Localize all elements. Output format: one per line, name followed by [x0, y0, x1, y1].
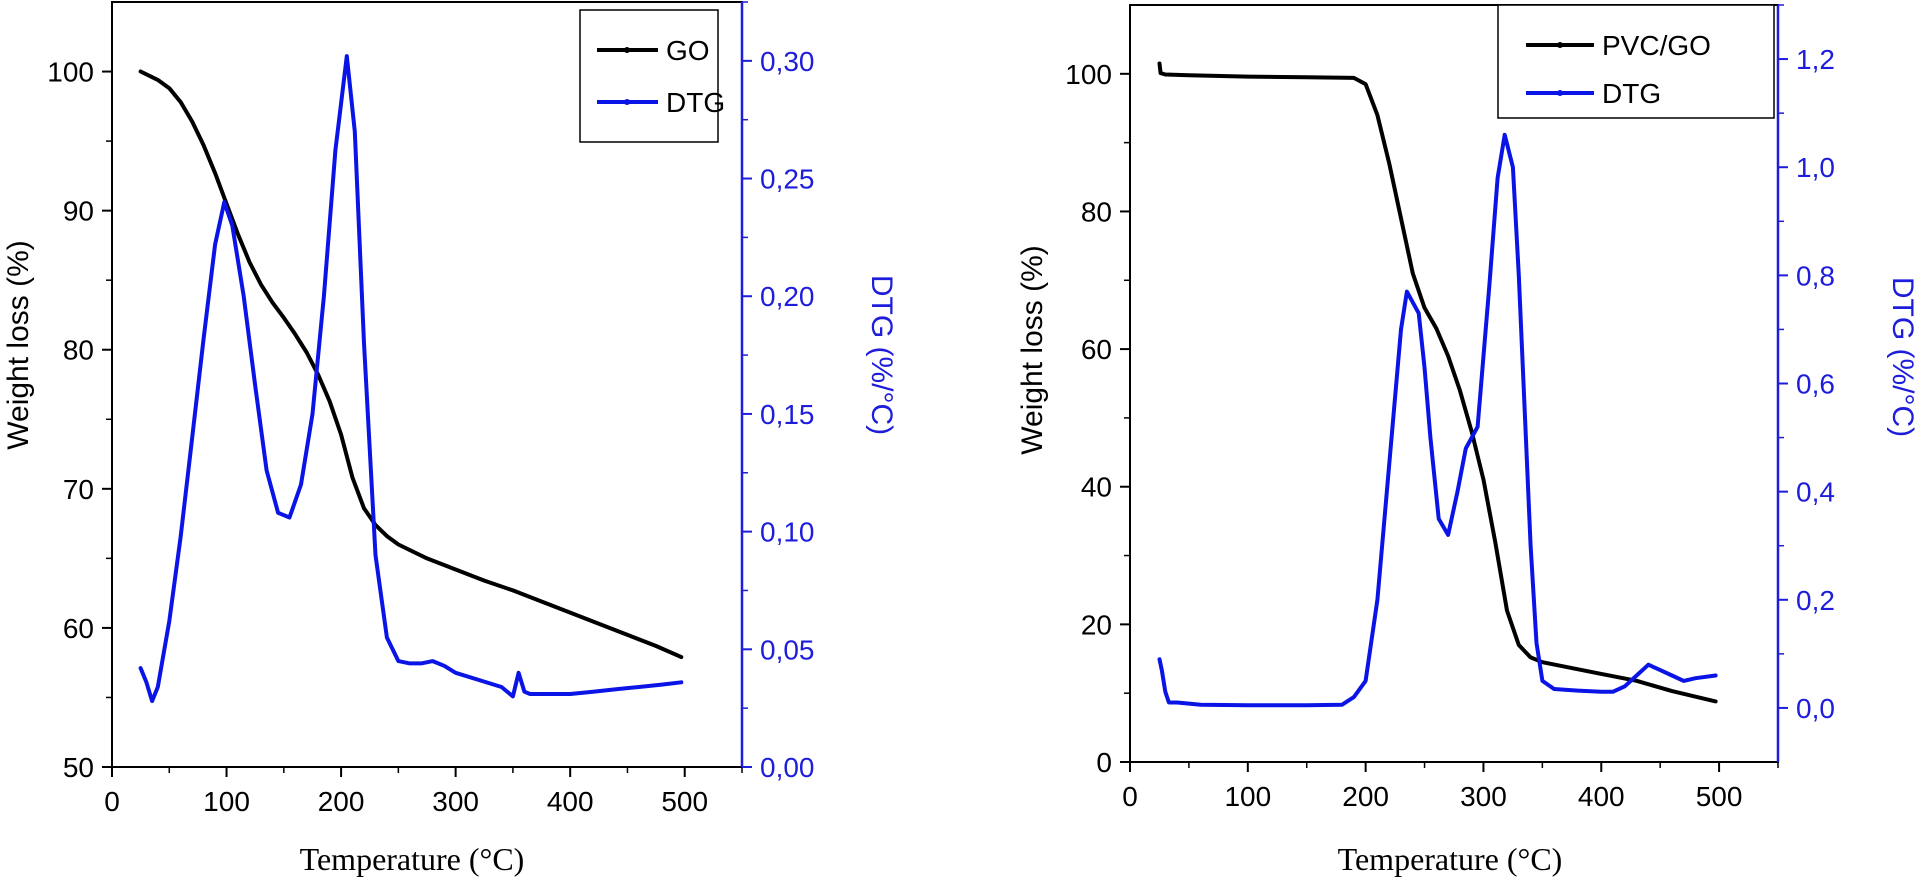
- x-tick-label: 300: [432, 786, 479, 817]
- y-tick-label: 90: [63, 196, 94, 227]
- legend-marker-pvc-go: [1557, 42, 1563, 48]
- series-line-dtg: [138, 54, 684, 704]
- x-tick-label: 400: [547, 786, 594, 817]
- y-tick-label: 70: [63, 474, 94, 505]
- x-tick-label: 500: [661, 786, 708, 817]
- x-tick-label: 0: [104, 786, 120, 817]
- x-tick-label: 0: [1122, 781, 1138, 812]
- y-tick-label: 40: [1081, 472, 1112, 503]
- y-tick-label: 80: [63, 335, 94, 366]
- y2-tick-label: 0,2: [1796, 585, 1835, 616]
- chart-pvc-go: 0 100 200 300 400 500 0 20 40 60 80 100 0,0 0,2 0,4 0…: [1016, 4, 1919, 877]
- legend: GO DTG: [579, 9, 725, 143]
- y-tick-label: 100: [1065, 59, 1112, 90]
- y2-tick-label: 1,2: [1796, 44, 1835, 75]
- x-tick-label: 200: [1342, 781, 1389, 812]
- y2-tick-label: 0,00: [760, 752, 815, 783]
- y2-tick-label: 0,25: [760, 164, 815, 195]
- y2-axis-title: DTG (%/°C): [1886, 277, 1919, 437]
- y2-tick-label: 0,10: [760, 517, 815, 548]
- x-tick-label: 300: [1460, 781, 1507, 812]
- series-line-go: [138, 69, 684, 660]
- y-tick-label: 80: [1081, 196, 1112, 227]
- y2-tick-label: 0,20: [760, 281, 815, 312]
- y2-tick-label: 0,30: [760, 46, 815, 77]
- y-axis-title: Weight loss (%): [2, 240, 35, 450]
- legend-marker-go: [624, 47, 630, 53]
- legend-marker-dtg: [1557, 90, 1563, 96]
- y-tick-label: 60: [1081, 334, 1112, 365]
- y2-tick-label: 0,05: [760, 634, 815, 665]
- legend-label-dtg: DTG: [666, 87, 725, 118]
- y-tick-label: 100: [47, 57, 94, 88]
- legend-box: [1497, 4, 1775, 119]
- y-tick-label: 50: [63, 752, 94, 783]
- x-tick-label: 200: [318, 786, 365, 817]
- y2-tick-label: 0,4: [1796, 477, 1835, 508]
- y2-tick-label: 1,0: [1796, 152, 1835, 183]
- legend-box: [579, 9, 719, 143]
- x-tick-label: 500: [1696, 781, 1743, 812]
- x-tick-label: 100: [203, 786, 250, 817]
- y2-axis-title: DTG (%/°C): [865, 275, 898, 435]
- y-tick-label: 60: [63, 613, 94, 644]
- y2-tick-label: 0,8: [1796, 260, 1835, 291]
- legend-label-dtg: DTG: [1602, 78, 1661, 109]
- y2-tick-label: 0,6: [1796, 369, 1835, 400]
- series-line-dtg: [1157, 132, 1718, 708]
- y-axis-title: Weight loss (%): [1016, 245, 1049, 455]
- y2-tick-label: 0,0: [1796, 693, 1835, 724]
- chart-go: 0 100 200 300 400 500 50 60 70 80 90 100 0,00 0,05 0…: [2, 1, 898, 877]
- legend-label-go: GO: [666, 35, 710, 66]
- series-line-pvc-go: [1157, 61, 1718, 704]
- x-axis-title: Temperature (°C): [1338, 841, 1563, 877]
- legend-marker-dtg: [624, 99, 630, 105]
- legend-label-pvc-go: PVC/GO: [1602, 30, 1711, 61]
- x-tick-label: 100: [1224, 781, 1271, 812]
- legend: PVC/GO DTG: [1497, 4, 1775, 119]
- y-tick-label: 20: [1081, 609, 1112, 640]
- y-tick-label: 0: [1096, 747, 1112, 778]
- y2-tick-label: 0,15: [760, 399, 815, 430]
- x-axis-title: Temperature (°C): [300, 841, 525, 877]
- x-tick-label: 400: [1578, 781, 1625, 812]
